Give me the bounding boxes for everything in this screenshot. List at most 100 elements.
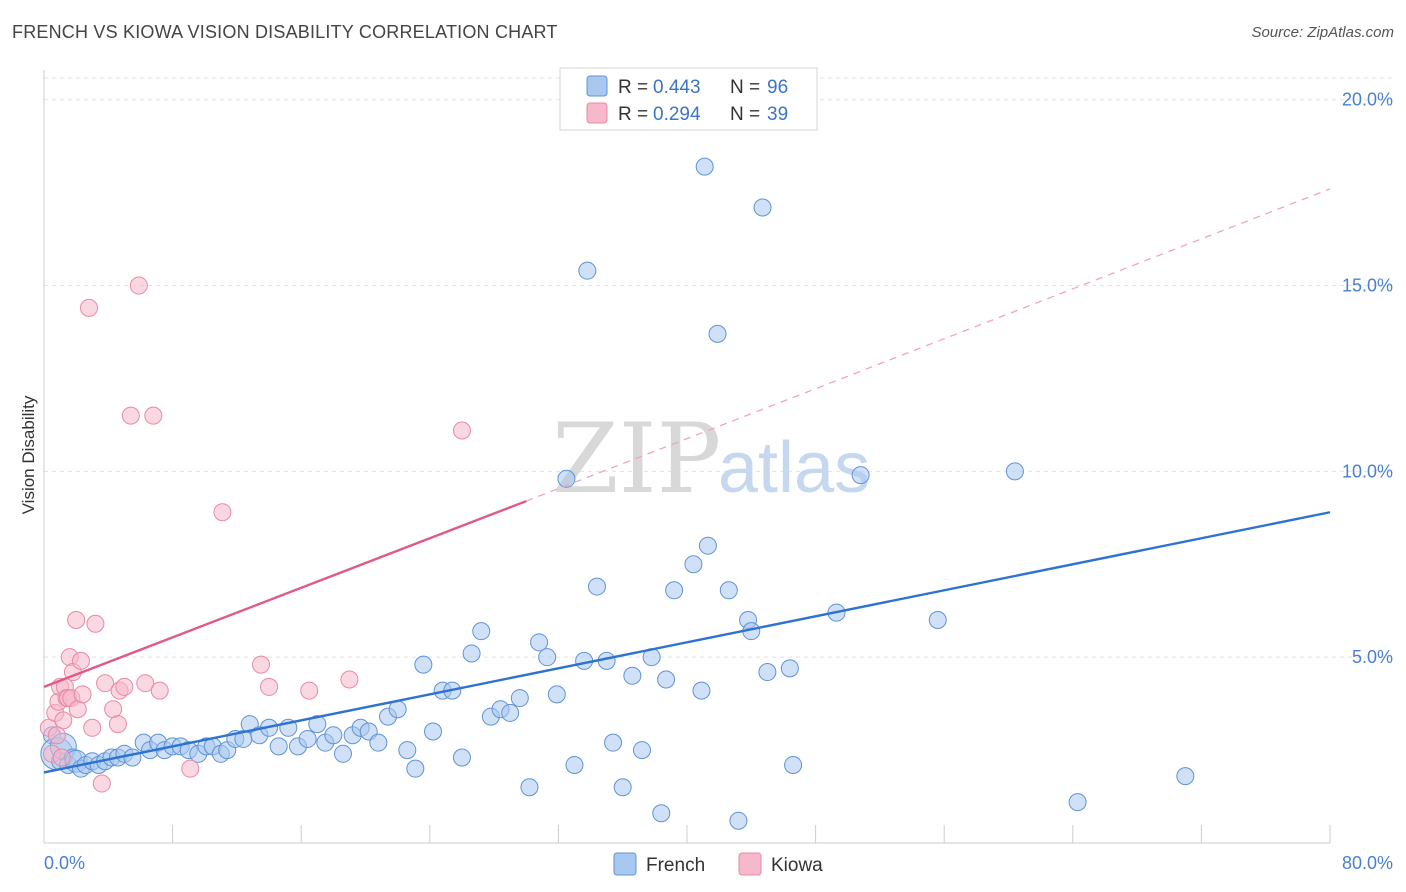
trend-lines bbox=[43, 188, 1331, 774]
french-point bbox=[333, 744, 352, 763]
y-tick-label-2: 15.0% bbox=[1342, 276, 1393, 296]
french-point bbox=[692, 681, 711, 700]
y-tick-labels: 5.0% 10.0% 15.0% 20.0% bbox=[1342, 90, 1393, 667]
kiowa-trend-line bbox=[43, 499, 527, 689]
french-point bbox=[501, 703, 520, 722]
chart-title: FRENCH VS KIOWA VISION DISABILITY CORREL… bbox=[12, 22, 558, 42]
kiowa-point bbox=[340, 670, 359, 689]
french-point bbox=[719, 581, 738, 600]
kiowa-point bbox=[300, 681, 319, 700]
series-label-kiowa: Kiowa bbox=[771, 855, 823, 876]
legend-swatch-kiowa bbox=[586, 102, 608, 124]
french-point bbox=[652, 804, 671, 823]
kiowa-point bbox=[129, 276, 148, 295]
kiowa-point bbox=[452, 421, 471, 440]
kiowa-point bbox=[96, 674, 115, 693]
grid-lines bbox=[44, 77, 1394, 658]
french-point bbox=[623, 666, 642, 685]
kiowa-point bbox=[136, 674, 155, 693]
y-tick-label-1: 10.0% bbox=[1342, 461, 1393, 481]
french-point bbox=[758, 663, 777, 682]
kiowa-point bbox=[213, 503, 232, 522]
french-point bbox=[565, 755, 584, 774]
french-point bbox=[308, 715, 327, 734]
kiowa-point bbox=[150, 681, 169, 700]
correlation-legend: R = 0.443 N = 96 R = 0.294 N = 39 bbox=[559, 67, 818, 131]
kiowa-point bbox=[144, 406, 163, 425]
kiowa-point bbox=[252, 655, 271, 674]
kiowa-point bbox=[71, 651, 90, 670]
y-tick-label-0: 5.0% bbox=[1352, 647, 1393, 667]
axes bbox=[43, 70, 1331, 844]
french-point bbox=[784, 755, 803, 774]
french-point bbox=[557, 469, 576, 488]
french-point bbox=[613, 778, 632, 797]
data-points bbox=[39, 157, 1195, 830]
x-tick-label-1: 80.0% bbox=[1342, 853, 1393, 873]
french-point bbox=[462, 644, 481, 663]
french-point bbox=[753, 198, 772, 217]
series-swatch-kiowa bbox=[738, 852, 762, 876]
legend-n-label-french: N = bbox=[730, 77, 760, 98]
french-trend-line bbox=[43, 511, 1331, 774]
french-point bbox=[414, 655, 433, 674]
legend-n-value-kiowa: 39 bbox=[767, 104, 788, 125]
french-point bbox=[729, 811, 748, 830]
series-swatch-french bbox=[613, 852, 637, 876]
watermark-zip: ZIP bbox=[552, 403, 721, 515]
kiowa-point bbox=[83, 718, 102, 737]
kiowa-point bbox=[52, 748, 71, 767]
legend-n-value-french: 96 bbox=[767, 77, 788, 98]
french-point bbox=[684, 555, 703, 574]
kiowa-point bbox=[86, 614, 105, 633]
legend-r-value-french: 0.443 bbox=[653, 77, 701, 98]
kiowa-point bbox=[108, 715, 127, 734]
kiowa-point bbox=[47, 726, 66, 745]
kiowa-point bbox=[73, 685, 92, 704]
legend-r-label-french: R = bbox=[618, 77, 648, 98]
french-point bbox=[1176, 767, 1195, 786]
kiowa-point bbox=[121, 406, 140, 425]
kiowa-point bbox=[260, 677, 279, 696]
french-point bbox=[780, 659, 799, 678]
french-point bbox=[851, 466, 870, 485]
french-point bbox=[369, 733, 388, 752]
legend-n-label-kiowa: N = bbox=[730, 104, 760, 125]
french-point bbox=[510, 689, 529, 708]
french-point bbox=[665, 581, 684, 600]
french-point bbox=[298, 729, 317, 748]
x-tick-labels: 0.0% 80.0% bbox=[44, 853, 1393, 873]
legend-r-label-kiowa: R = bbox=[618, 104, 648, 125]
french-point bbox=[578, 261, 597, 280]
french-point bbox=[604, 733, 623, 752]
kiowa-point bbox=[54, 711, 73, 730]
y-tick-label-3: 20.0% bbox=[1342, 90, 1393, 110]
french-point bbox=[928, 611, 947, 630]
french-point bbox=[324, 726, 343, 745]
watermark-atlas: atlas bbox=[718, 428, 870, 508]
french-point bbox=[698, 536, 717, 555]
french-point bbox=[708, 324, 727, 343]
legend-r-value-kiowa: 0.294 bbox=[653, 104, 701, 125]
french-point bbox=[269, 737, 288, 756]
french-point bbox=[472, 622, 491, 641]
french-point bbox=[452, 748, 471, 767]
kiowa-point bbox=[67, 611, 86, 630]
french-point bbox=[530, 633, 549, 652]
kiowa-point bbox=[80, 298, 99, 317]
french-point bbox=[695, 157, 714, 176]
french-point bbox=[424, 722, 443, 741]
x-tick-label-0: 0.0% bbox=[44, 853, 85, 873]
french-point bbox=[547, 685, 566, 704]
french-point bbox=[538, 648, 557, 667]
french-point bbox=[1068, 793, 1087, 812]
french-point bbox=[398, 741, 417, 760]
kiowa-point bbox=[92, 774, 111, 793]
french-point bbox=[632, 741, 651, 760]
kiowa-point bbox=[115, 677, 134, 696]
watermark: ZIP atlas bbox=[552, 403, 870, 515]
kiowa-trend-extended bbox=[526, 188, 1331, 502]
french-point bbox=[520, 778, 539, 797]
french-point bbox=[123, 748, 142, 767]
